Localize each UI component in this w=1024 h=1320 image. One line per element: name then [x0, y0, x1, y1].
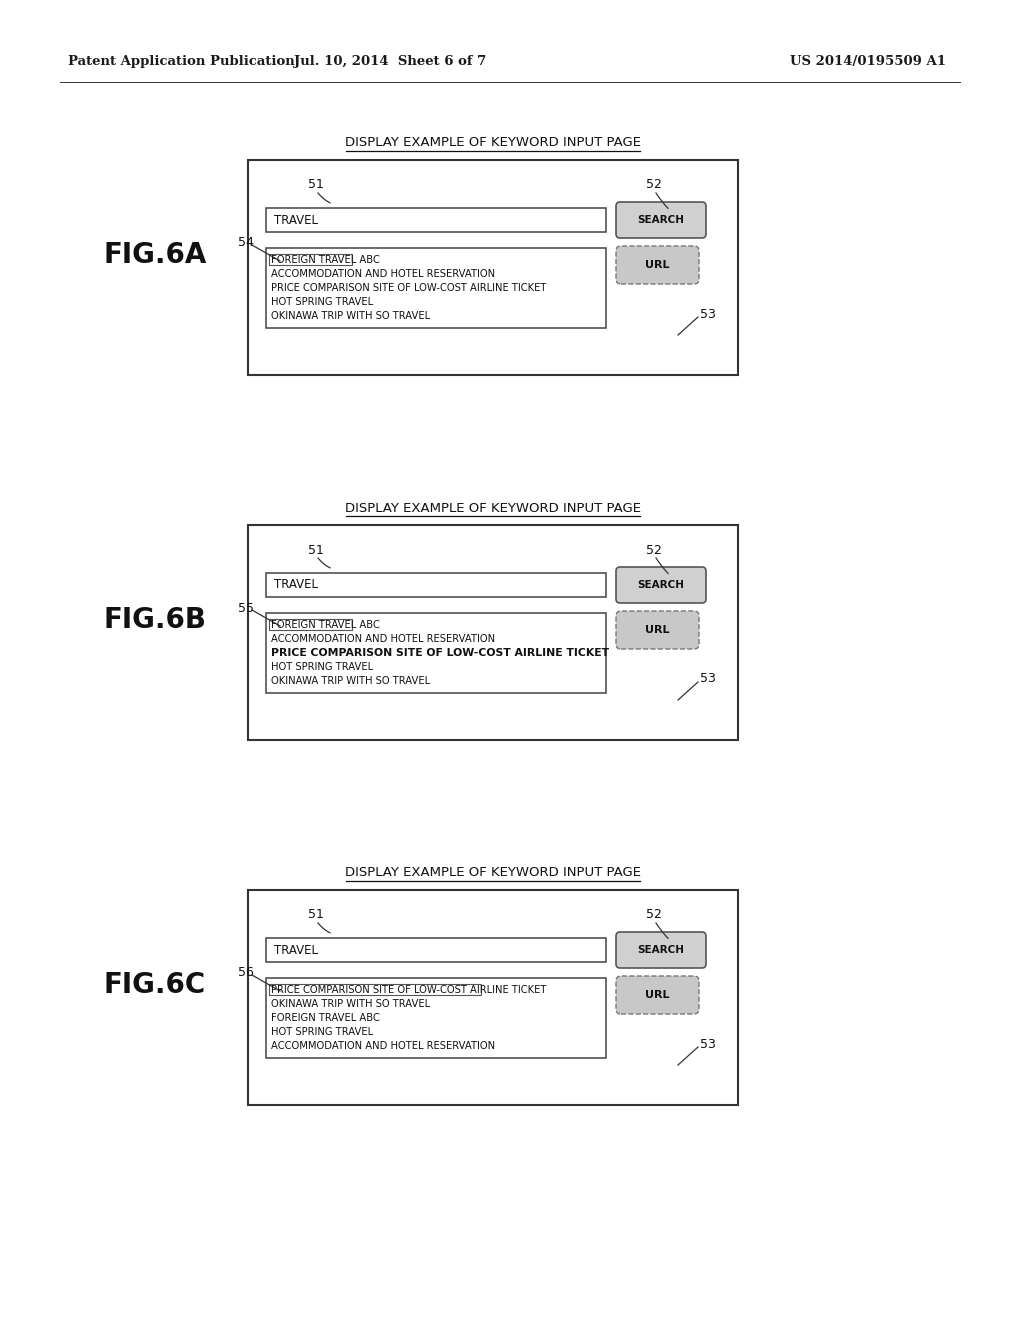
Text: FIG.6C: FIG.6C [103, 972, 206, 999]
Bar [269, 619, 352, 630]
Text: 53: 53 [700, 1038, 716, 1051]
Text: 55: 55 [238, 602, 254, 615]
Text: DISPLAY EXAMPLE OF KEYWORD INPUT PAGE: DISPLAY EXAMPLE OF KEYWORD INPUT PAGE [345, 866, 641, 879]
Text: ACCOMMODATION AND HOTEL RESERVATION: ACCOMMODATION AND HOTEL RESERVATION [271, 1041, 496, 1051]
Text: 52: 52 [646, 544, 662, 557]
Bar [269, 983, 481, 995]
Bar [248, 160, 738, 375]
Bar [266, 978, 606, 1059]
Bar [266, 248, 606, 327]
Text: PRICE COMPARISON SITE OF LOW-COST AIRLINE TICKET: PRICE COMPARISON SITE OF LOW-COST AIRLIN… [271, 985, 547, 995]
Bar [266, 612, 606, 693]
Text: HOT SPRING TRAVEL: HOT SPRING TRAVEL [271, 663, 373, 672]
Bar [269, 253, 352, 265]
Text: SEARCH: SEARCH [638, 945, 684, 954]
FancyBboxPatch shape [616, 202, 706, 238]
Text: ACCOMMODATION AND HOTEL RESERVATION: ACCOMMODATION AND HOTEL RESERVATION [271, 269, 496, 279]
Text: 52: 52 [646, 178, 662, 191]
Text: PRICE COMPARISON SITE OF LOW-COST AIRLINE TICKET: PRICE COMPARISON SITE OF LOW-COST AIRLIN… [271, 282, 547, 293]
Text: TRAVEL: TRAVEL [274, 944, 318, 957]
Text: HOT SPRING TRAVEL: HOT SPRING TRAVEL [271, 297, 373, 308]
Bar [266, 209, 606, 232]
Text: OKINAWA TRIP WITH SO TRAVEL: OKINAWA TRIP WITH SO TRAVEL [271, 999, 430, 1008]
Text: FIG.6B: FIG.6B [103, 606, 207, 634]
Text: URL: URL [645, 260, 670, 271]
Text: 56: 56 [238, 966, 254, 979]
Text: US 2014/0195509 A1: US 2014/0195509 A1 [790, 55, 946, 69]
Text: SEARCH: SEARCH [638, 579, 684, 590]
FancyBboxPatch shape [616, 246, 699, 284]
FancyBboxPatch shape [616, 975, 699, 1014]
FancyBboxPatch shape [616, 568, 706, 603]
Text: URL: URL [645, 990, 670, 1001]
Text: ACCOMMODATION AND HOTEL RESERVATION: ACCOMMODATION AND HOTEL RESERVATION [271, 634, 496, 644]
Text: HOT SPRING TRAVEL: HOT SPRING TRAVEL [271, 1027, 373, 1038]
Text: SEARCH: SEARCH [638, 215, 684, 224]
Text: 52: 52 [646, 908, 662, 921]
Text: 51: 51 [308, 178, 324, 191]
Text: 53: 53 [700, 308, 716, 321]
Text: OKINAWA TRIP WITH SO TRAVEL: OKINAWA TRIP WITH SO TRAVEL [271, 676, 430, 686]
Bar [266, 939, 606, 962]
Text: URL: URL [645, 624, 670, 635]
Text: PRICE COMPARISON SITE OF LOW-COST AIRLINE TICKET: PRICE COMPARISON SITE OF LOW-COST AIRLIN… [271, 648, 609, 657]
Text: FOREIGN TRAVEL ABC: FOREIGN TRAVEL ABC [271, 620, 380, 630]
Text: 51: 51 [308, 544, 324, 557]
Text: 53: 53 [700, 672, 716, 685]
Text: 51: 51 [308, 908, 324, 921]
Text: DISPLAY EXAMPLE OF KEYWORD INPUT PAGE: DISPLAY EXAMPLE OF KEYWORD INPUT PAGE [345, 136, 641, 149]
Text: Patent Application Publication: Patent Application Publication [68, 55, 295, 69]
Text: Jul. 10, 2014  Sheet 6 of 7: Jul. 10, 2014 Sheet 6 of 7 [294, 55, 486, 69]
Text: FOREIGN TRAVEL ABC: FOREIGN TRAVEL ABC [271, 1012, 380, 1023]
Text: FOREIGN TRAVEL ABC: FOREIGN TRAVEL ABC [271, 255, 380, 265]
Text: DISPLAY EXAMPLE OF KEYWORD INPUT PAGE: DISPLAY EXAMPLE OF KEYWORD INPUT PAGE [345, 502, 641, 515]
Bar [266, 573, 606, 597]
Text: TRAVEL: TRAVEL [274, 214, 318, 227]
FancyBboxPatch shape [616, 932, 706, 968]
Text: FIG.6A: FIG.6A [103, 242, 207, 269]
Text: OKINAWA TRIP WITH SO TRAVEL: OKINAWA TRIP WITH SO TRAVEL [271, 312, 430, 321]
Text: TRAVEL: TRAVEL [274, 578, 318, 591]
Text: 54: 54 [238, 236, 254, 249]
Bar [248, 890, 738, 1105]
Bar [248, 525, 738, 741]
FancyBboxPatch shape [616, 611, 699, 649]
